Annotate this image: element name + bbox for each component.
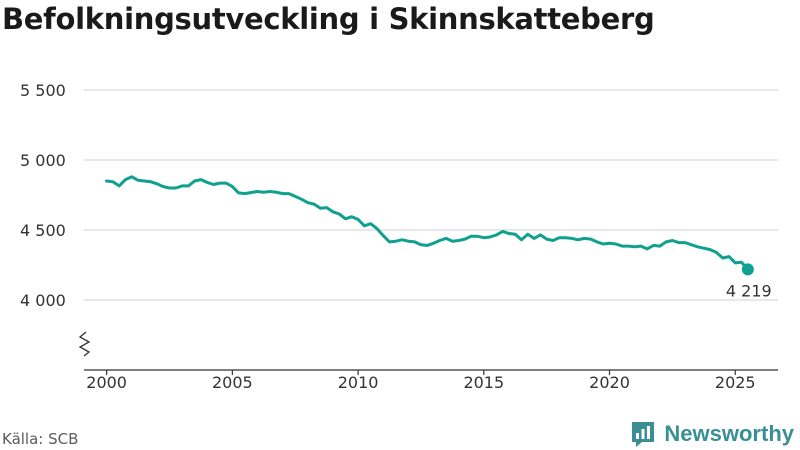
source-label: Källa: SCB xyxy=(2,430,79,448)
x-axis: 2000 2005 2010 2015 2020 2025 xyxy=(84,369,778,392)
x-tick-label: 2015 xyxy=(463,373,504,392)
brand-name: Newsworthy xyxy=(664,421,794,446)
x-tick-label: 2005 xyxy=(212,373,253,392)
x-tick-label: 2020 xyxy=(589,373,630,392)
brand[interactable]: Newsworthy xyxy=(630,420,794,448)
x-tick-label: 2025 xyxy=(715,373,756,392)
y-tick-label: 5 000 xyxy=(20,151,66,170)
population-line xyxy=(105,175,750,271)
y-tick-label: 4 000 xyxy=(20,291,66,310)
x-tick-label: 2010 xyxy=(338,373,379,392)
axis-break-icon xyxy=(78,331,91,357)
last-value-point xyxy=(741,263,754,276)
gridlines xyxy=(84,89,778,301)
x-tick-label: 2000 xyxy=(86,373,127,392)
y-axis: 4 000 4 500 5 000 5 500 xyxy=(20,81,91,357)
last-value-label: 4 219 xyxy=(726,281,772,300)
y-tick-label: 4 500 xyxy=(20,221,66,240)
plot-area: 4 219 xyxy=(105,175,772,300)
newsworthy-logo-icon xyxy=(632,422,655,447)
chart-title: Befolkningsutveckling i Skinnskatteberg xyxy=(2,2,655,36)
y-tick-label: 5 500 xyxy=(20,81,66,100)
